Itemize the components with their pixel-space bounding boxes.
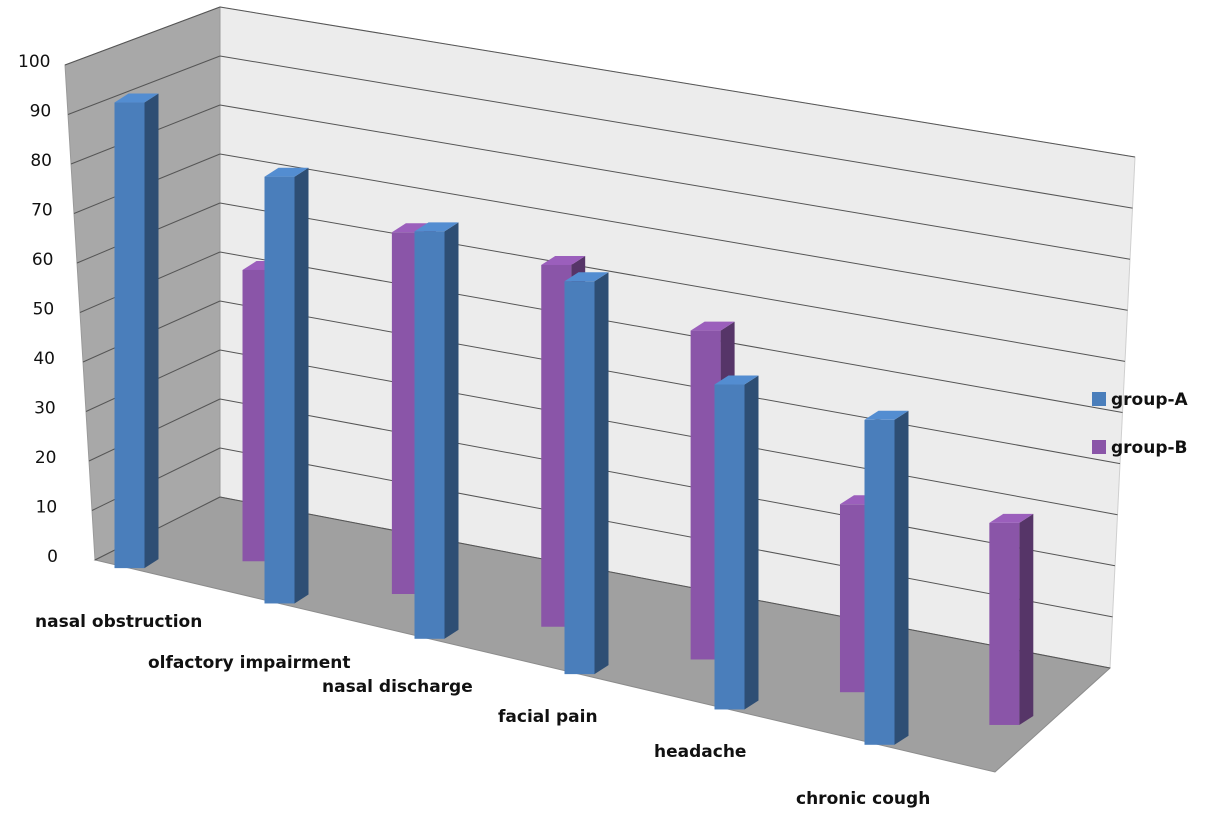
category-labels: nasal obstruction olfactory impairment nas… xyxy=(35,612,930,809)
bar-group-B-5 xyxy=(989,513,1034,725)
category-label: olfactory impairment xyxy=(148,653,351,673)
category-label: headache xyxy=(654,742,746,762)
y-tick-label: 20 xyxy=(35,448,57,468)
gridline xyxy=(219,153,1128,311)
y-tick-label: 90 xyxy=(30,102,52,122)
y-tick-label: 50 xyxy=(33,300,55,320)
bar-group-A-3 xyxy=(564,272,609,675)
bar-group-A-1 xyxy=(264,167,309,604)
side-gridline xyxy=(64,6,221,66)
bar-group-A-2 xyxy=(414,222,459,639)
y-tick-label: 100 xyxy=(18,52,50,72)
gridline xyxy=(219,496,1111,669)
y-tick-label: 30 xyxy=(34,399,56,419)
gridline xyxy=(219,398,1116,567)
y-tick-label: 40 xyxy=(33,349,55,369)
y-tick-label: 70 xyxy=(31,201,53,221)
category-label: nasal discharge xyxy=(322,677,473,697)
legend: group-A group-B xyxy=(1092,390,1189,458)
gridline xyxy=(219,202,1126,362)
gridline xyxy=(219,300,1121,465)
bar-group-A-5 xyxy=(864,410,909,745)
y-tick-label: 10 xyxy=(36,498,58,518)
gridline xyxy=(219,55,1133,209)
y-tick-label: 0 xyxy=(47,547,58,567)
bar-group-A-4 xyxy=(714,375,759,710)
gridline xyxy=(219,447,1113,618)
category-label: nasal obstruction xyxy=(35,612,202,632)
category-label: facial pain xyxy=(498,707,598,727)
gridline xyxy=(219,349,1118,516)
legend-swatch xyxy=(1092,392,1106,406)
side-gridline xyxy=(67,55,221,115)
gridline xyxy=(219,104,1131,260)
legend-swatch xyxy=(1092,440,1106,454)
y-tick-labels: 0 10 20 30 40 50 60 70 80 90 100 xyxy=(18,52,58,567)
gridline xyxy=(219,6,1136,158)
category-label: chronic cough xyxy=(796,789,930,809)
bars xyxy=(114,93,1034,745)
legend-label: group-B xyxy=(1111,438,1188,458)
y-tick-label: 60 xyxy=(32,250,54,270)
bar-group-A-0 xyxy=(114,93,159,569)
gridline xyxy=(219,251,1123,413)
y-tick-label: 80 xyxy=(30,151,52,171)
legend-label: group-A xyxy=(1111,390,1189,410)
